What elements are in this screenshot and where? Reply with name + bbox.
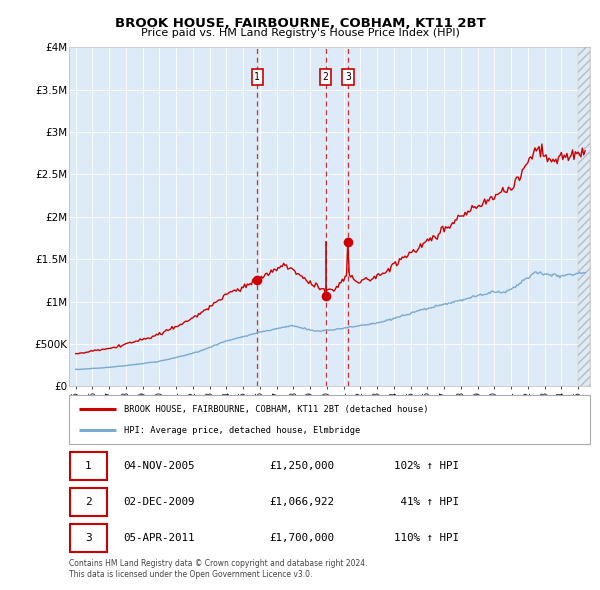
Text: 04-NOV-2005: 04-NOV-2005 xyxy=(124,461,195,471)
Text: 2: 2 xyxy=(323,72,328,82)
Text: 110% ↑ HPI: 110% ↑ HPI xyxy=(395,533,460,543)
Text: 1: 1 xyxy=(254,72,260,82)
Text: 3: 3 xyxy=(345,72,351,82)
Text: 41% ↑ HPI: 41% ↑ HPI xyxy=(395,497,460,507)
Bar xyxy=(578,47,590,386)
Text: BROOK HOUSE, FAIRBOURNE, COBHAM, KT11 2BT: BROOK HOUSE, FAIRBOURNE, COBHAM, KT11 2B… xyxy=(115,17,485,30)
Text: £1,700,000: £1,700,000 xyxy=(269,533,335,543)
Text: BROOK HOUSE, FAIRBOURNE, COBHAM, KT11 2BT (detached house): BROOK HOUSE, FAIRBOURNE, COBHAM, KT11 2B… xyxy=(124,405,428,414)
FancyBboxPatch shape xyxy=(70,452,107,480)
Text: 3: 3 xyxy=(85,533,92,543)
FancyBboxPatch shape xyxy=(70,488,107,516)
Text: HPI: Average price, detached house, Elmbridge: HPI: Average price, detached house, Elmb… xyxy=(124,426,360,435)
Text: 102% ↑ HPI: 102% ↑ HPI xyxy=(395,461,460,471)
Text: This data is licensed under the Open Government Licence v3.0.: This data is licensed under the Open Gov… xyxy=(69,570,313,579)
Text: 2: 2 xyxy=(85,497,92,507)
Text: Contains HM Land Registry data © Crown copyright and database right 2024.: Contains HM Land Registry data © Crown c… xyxy=(69,559,367,568)
Text: £1,066,922: £1,066,922 xyxy=(269,497,335,507)
Text: £1,250,000: £1,250,000 xyxy=(269,461,335,471)
Text: 1: 1 xyxy=(85,461,92,471)
FancyBboxPatch shape xyxy=(70,524,107,552)
Text: 05-APR-2011: 05-APR-2011 xyxy=(124,533,195,543)
FancyBboxPatch shape xyxy=(69,395,590,444)
Text: 02-DEC-2009: 02-DEC-2009 xyxy=(124,497,195,507)
Text: Price paid vs. HM Land Registry's House Price Index (HPI): Price paid vs. HM Land Registry's House … xyxy=(140,28,460,38)
